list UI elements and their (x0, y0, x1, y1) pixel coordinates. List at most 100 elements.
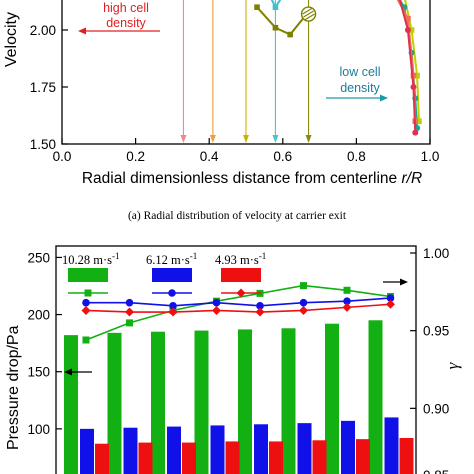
velocity-highlight-hatch (303, 10, 314, 18)
right-axis-arrowhead (400, 278, 408, 286)
pressure-bar (325, 323, 339, 474)
pressure-panel: 100 150 200 250 0.90 0.95 1.00 0.85 10.28 m·s-… (5, 245, 462, 474)
velocity-point (405, 15, 411, 22)
pressure-bar (80, 428, 94, 474)
velocity-point (254, 4, 260, 10)
velocity-point (408, 27, 415, 33)
gamma-point (212, 305, 221, 315)
legend-marker (236, 288, 246, 298)
velocity-point (414, 72, 420, 79)
velocity-y-tick-label: 2.00 (30, 23, 56, 38)
gamma-point (212, 298, 221, 307)
velocity-marker-arrowhead (180, 135, 187, 143)
legend-marker (168, 289, 176, 297)
pressure-bar (341, 420, 355, 474)
velocity-point (404, 27, 411, 33)
pressure-bar (254, 424, 268, 474)
pressure-bar (138, 442, 153, 474)
velocity-point (416, 118, 422, 124)
gamma-series-line (85, 303, 391, 313)
pressure-bar (356, 439, 370, 474)
low-density-label-line2: density (340, 81, 380, 95)
velocity-panel: 0.0 0.2 0.4 0.6 0.8 1.0 1.50 1.75 2.00 Velocity… (3, 0, 439, 222)
velocity-plot-frame (61, 0, 431, 145)
high-density-label-line2: density (106, 16, 146, 30)
gamma-point (125, 298, 134, 307)
pressure-bar (269, 441, 283, 474)
velocity-point (412, 129, 419, 136)
velocity-highlight-hatch (302, 7, 313, 15)
gamma-point (81, 305, 91, 315)
gamma-y-tick-label: 0.90 (423, 401, 449, 416)
left-axis-arrowhead (64, 368, 72, 376)
pressure-bar (368, 320, 383, 474)
pressure-bar (297, 423, 312, 474)
pressure-y-tick-label: 250 (27, 250, 50, 265)
velocity-marker-arrowhead (243, 135, 249, 143)
legend-bar-swatch (221, 268, 261, 282)
legend-marker (84, 289, 92, 297)
high-density-label-line1: high cell (103, 1, 149, 15)
pressure-bar (182, 442, 196, 474)
gamma-point (299, 305, 308, 315)
velocity-series-line (398, 0, 417, 133)
pressure-bar (281, 328, 296, 474)
velocity-marker-arrowhead (209, 135, 216, 143)
pressure-plot-frame (55, 245, 417, 474)
pressure-bar (107, 332, 122, 474)
gamma-right-y-ticks: 0.90 0.95 1.00 0.85 (410, 246, 449, 474)
pressure-y-tick-label: 150 (27, 365, 50, 380)
velocity-y-ticks: 1.50 1.75 2.00 (30, 23, 68, 152)
velocity-marker-arrowhead (272, 135, 279, 143)
gamma-point (343, 297, 351, 305)
velocity-x-tick-label: 1.0 (421, 149, 440, 164)
pressure-bar (95, 443, 109, 474)
pressure-bar (210, 425, 225, 474)
velocity-x-tick-label: 0.8 (347, 149, 366, 164)
gamma-series-line (85, 284, 391, 341)
legend-label: 10.28 m·s-1 (62, 251, 120, 267)
pressure-bar (123, 427, 138, 474)
velocity-x-tick-label: 0.0 (53, 149, 72, 164)
pressure-legend: 10.28 m·s-1 6.12 m·s-1 4.93 m·s-1 (62, 251, 266, 298)
velocity-y-axis-label: Velocity (3, 12, 20, 67)
gamma-point (299, 298, 308, 307)
pressure-y-tick-label: 200 (27, 308, 50, 323)
velocity-y-tick-label: 1.50 (30, 137, 56, 152)
gamma-point (342, 302, 352, 312)
pressure-bar (167, 426, 181, 474)
gamma-point (125, 307, 134, 317)
low-density-label-line1: low cell (340, 65, 381, 79)
pressure-bar (238, 329, 252, 474)
gamma-point (82, 298, 90, 307)
pressure-bar (194, 330, 209, 474)
high-density-arrowhead (78, 27, 86, 35)
gamma-point (126, 319, 133, 327)
velocity-x-tick-label: 0.6 (273, 149, 292, 164)
velocity-caption: (a) Radial distribution of velocity at c… (128, 210, 347, 222)
gamma-point (255, 307, 265, 317)
pressure-bar (399, 438, 414, 474)
velocity-point (287, 31, 293, 38)
velocity-point (272, 24, 279, 31)
velocity-x-ticks: 0.0 0.2 0.4 0.6 0.8 1.0 (53, 138, 440, 164)
legend-label: 4.93 m·s-1 (215, 251, 266, 267)
velocity-y-tick-label: 1.75 (30, 80, 56, 95)
gamma-point (256, 302, 264, 310)
gamma-point (169, 302, 177, 310)
gamma-y-tick-label-partial: 0.85 (423, 468, 449, 474)
pressure-bar (384, 417, 399, 474)
pressure-y-axis-label: Pressure drop/Pa (5, 325, 22, 450)
gamma-y-tick-label: 0.95 (423, 324, 449, 339)
velocity-x-axis-label: Radial dimensionless distance from cente… (82, 170, 422, 187)
gamma-y-tick-label: 1.00 (423, 246, 449, 261)
gamma-point (386, 294, 395, 302)
gamma-point (343, 286, 351, 294)
pressure-bar (64, 335, 78, 474)
velocity-x-tick-label: 0.2 (126, 149, 145, 164)
legend-bar-swatch (152, 268, 192, 282)
gamma-point (82, 336, 90, 344)
velocity-point (410, 84, 417, 90)
pressure-bar (151, 331, 165, 474)
